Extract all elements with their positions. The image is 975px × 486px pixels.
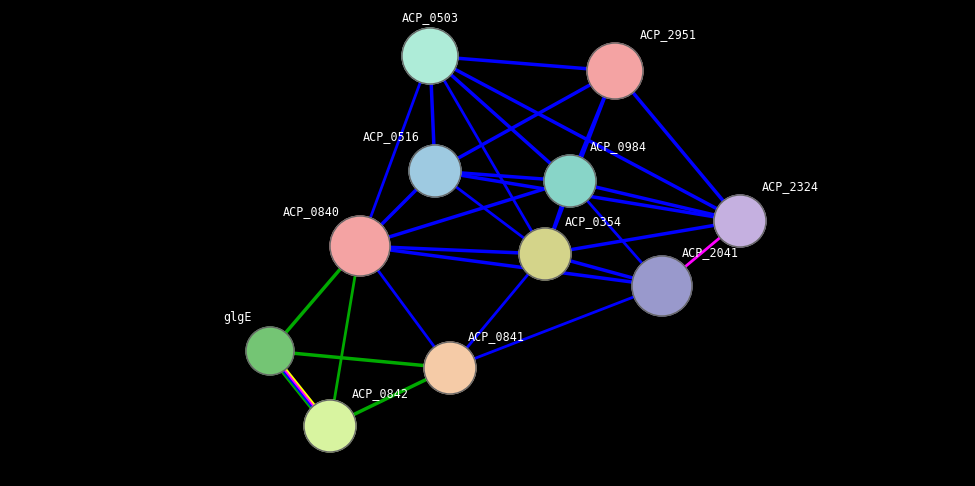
Text: ACP_0984: ACP_0984 xyxy=(590,140,647,153)
Text: glgE: glgE xyxy=(223,311,252,324)
Circle shape xyxy=(632,256,692,316)
Text: ACP_0503: ACP_0503 xyxy=(402,11,458,24)
Text: ACP_0842: ACP_0842 xyxy=(352,387,409,400)
Text: ACP_2324: ACP_2324 xyxy=(762,180,819,193)
Circle shape xyxy=(424,342,476,394)
Circle shape xyxy=(246,327,294,375)
Circle shape xyxy=(714,195,766,247)
Circle shape xyxy=(330,216,390,276)
Circle shape xyxy=(409,145,461,197)
Circle shape xyxy=(519,228,571,280)
Circle shape xyxy=(544,155,596,207)
Circle shape xyxy=(402,28,458,84)
Circle shape xyxy=(587,43,643,99)
Text: ACP_0516: ACP_0516 xyxy=(363,130,420,143)
Text: ACP_0354: ACP_0354 xyxy=(565,215,622,228)
Text: ACP_0841: ACP_0841 xyxy=(468,330,525,343)
Text: ACP_2041: ACP_2041 xyxy=(682,246,739,259)
Text: ACP_0840: ACP_0840 xyxy=(283,205,340,218)
Text: ACP_2951: ACP_2951 xyxy=(640,28,697,41)
Circle shape xyxy=(304,400,356,452)
